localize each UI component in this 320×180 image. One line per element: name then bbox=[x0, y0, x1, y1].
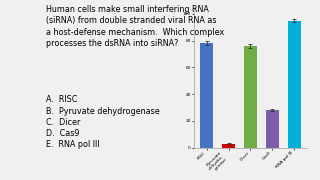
Bar bbox=[222, 144, 235, 148]
Bar bbox=[266, 110, 279, 148]
Bar bbox=[244, 46, 257, 148]
Bar bbox=[288, 21, 301, 148]
Text: Human cells make small interfering RNA
(siRNA) from double stranded viral RNA as: Human cells make small interfering RNA (… bbox=[46, 5, 225, 48]
Bar bbox=[200, 43, 213, 148]
Text: A.  RISC
B.  Pyruvate dehydrogenase
C.  Dicer
D.  Cas9
E.  RNA pol III: A. RISC B. Pyruvate dehydrogenase C. Dic… bbox=[46, 95, 160, 149]
